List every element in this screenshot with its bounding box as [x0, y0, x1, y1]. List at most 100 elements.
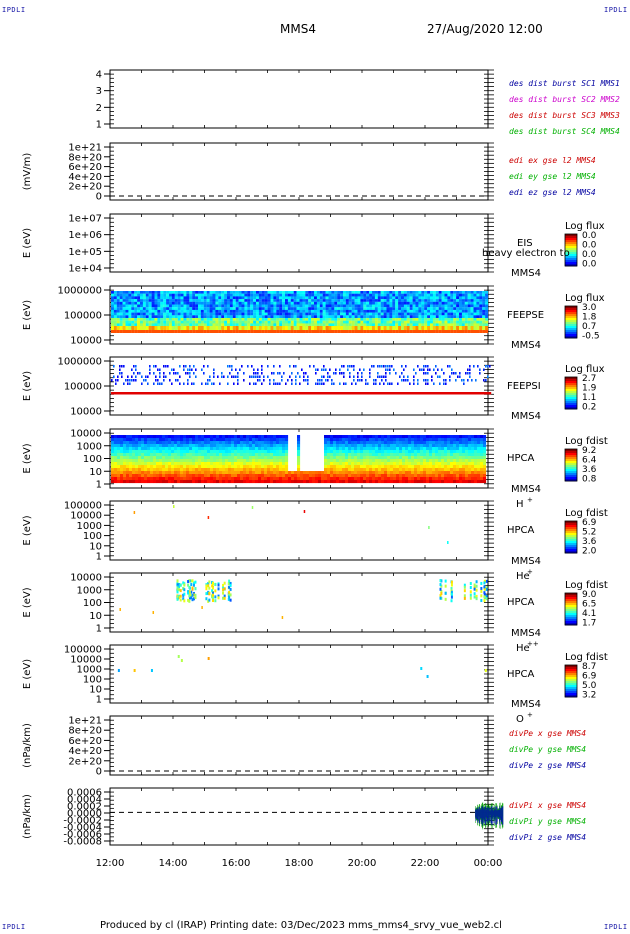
spectrogram-cell [186, 477, 190, 481]
spectrogram-cell [351, 323, 355, 327]
spectrogram-cell [485, 293, 489, 297]
spectrogram-cell [343, 330, 346, 333]
spectrogram-cell [447, 304, 451, 308]
spectrogram-cell [328, 330, 332, 333]
spectrogram-cell [383, 392, 386, 395]
spectrogram-cell [126, 474, 130, 478]
spectrogram-cell [453, 307, 457, 310]
spectrogram-cell [316, 312, 320, 316]
spectrogram-cell [113, 299, 117, 302]
spectrogram-cell [156, 444, 160, 448]
spectrogram-cell [206, 318, 210, 321]
spectrogram-cell [270, 326, 274, 330]
spectrogram-cell [148, 309, 152, 313]
spectrogram-cell [369, 323, 373, 327]
spectrogram-cell [174, 471, 178, 475]
spectrogram-cell [256, 304, 259, 308]
spectrogram-cell [267, 459, 271, 463]
spectrogram-cell [258, 462, 262, 466]
spectrogram-cell [324, 435, 328, 439]
spectrogram-cell [421, 309, 425, 313]
spectrogram-cell [408, 447, 412, 451]
spectrogram-cell [212, 299, 216, 302]
spectrogram-cell [150, 456, 154, 460]
spectrogram-cell [264, 323, 268, 327]
spectrogram-cell [319, 304, 323, 308]
spectrogram-cell [279, 365, 281, 368]
spectrogram-cell [227, 296, 230, 300]
spectrogram-cell [144, 456, 148, 460]
spectrogram-cell [224, 312, 228, 316]
spectrogram-cell [330, 450, 334, 454]
spectrogram-cell [177, 462, 181, 466]
spectrogram-cell [200, 301, 204, 305]
spectrogram-cell [126, 459, 130, 463]
spectrogram-cell [389, 315, 393, 319]
spectrogram-cell [348, 318, 352, 321]
spectrogram-cell [163, 365, 165, 368]
spectrogram-cell [449, 375, 451, 378]
spectrogram-cell [453, 480, 457, 484]
spectrogram-cell [453, 465, 457, 469]
spectrogram-cell [387, 465, 391, 469]
spectrogram-cell [195, 435, 199, 439]
spectrogram-cell [137, 299, 141, 302]
spectrogram-cell [399, 438, 403, 442]
spectrogram-cell [122, 293, 126, 297]
spectrogram-cell [138, 462, 142, 466]
spectrogram-cell [201, 471, 205, 475]
spectrogram-cell [250, 304, 254, 308]
spectrogram-cell [419, 368, 421, 371]
spectrogram-cell [129, 441, 133, 445]
spectrogram-cell [141, 459, 145, 463]
spectrogram-cell [206, 301, 210, 305]
spectrogram-cell [140, 323, 143, 327]
spectrogram-cell [432, 462, 436, 466]
spectrogram-cell [111, 293, 114, 297]
spectrogram-cell [174, 323, 178, 327]
spectrogram-cell [456, 465, 460, 469]
spectrogram-cell [153, 382, 155, 385]
spectrogram-cell [357, 441, 361, 445]
spectrogram-cell [371, 392, 374, 395]
spectrogram-cell [390, 468, 394, 472]
spectrogram-cell [296, 304, 300, 308]
spectrogram-cell [267, 450, 271, 454]
spectrogram-cell [148, 301, 152, 305]
spectrogram-cell [357, 438, 361, 442]
spectrogram-cell [173, 368, 175, 371]
spectrogram-cell [447, 299, 451, 302]
spectrogram-cell [351, 447, 355, 451]
spectrogram-cell [285, 309, 288, 313]
spectrogram-cell [418, 312, 422, 316]
spectrogram-cell [402, 474, 406, 478]
spectrogram-cell [247, 296, 251, 300]
spectrogram-cell [435, 293, 439, 297]
spectrogram-cell [166, 304, 170, 308]
spectrogram-cell [421, 299, 425, 302]
spectrogram-cell [467, 315, 471, 319]
spectrogram-cell [411, 480, 415, 484]
spectrogram-cell [148, 304, 152, 308]
spectrogram-cell [276, 462, 280, 466]
spectrogram-cell [348, 293, 352, 297]
panel-p4-colorbar-cell [565, 318, 577, 321]
spectrogram-cell [198, 462, 202, 466]
spectrogram-cell [114, 450, 118, 454]
spectrogram-cell [204, 471, 208, 475]
spectrogram-cell [154, 323, 158, 327]
spectrogram-cell [328, 304, 332, 308]
spectrogram-cell [357, 435, 361, 439]
panel-p5-colorbar-value: 2.7 [582, 374, 596, 384]
spectrogram-cell [267, 471, 271, 475]
spectrogram-cell [399, 462, 403, 466]
spectrogram-cell [252, 438, 256, 442]
spectrogram-cell [198, 323, 201, 327]
spectrogram-cell [273, 480, 277, 484]
spectrogram-cell [479, 299, 483, 302]
spectrogram-cell [247, 323, 251, 327]
spectrogram-cell [351, 320, 355, 324]
spectrogram-cell [381, 392, 384, 395]
panel-p2-frame [109, 142, 489, 201]
spectrogram-cell [418, 330, 422, 333]
